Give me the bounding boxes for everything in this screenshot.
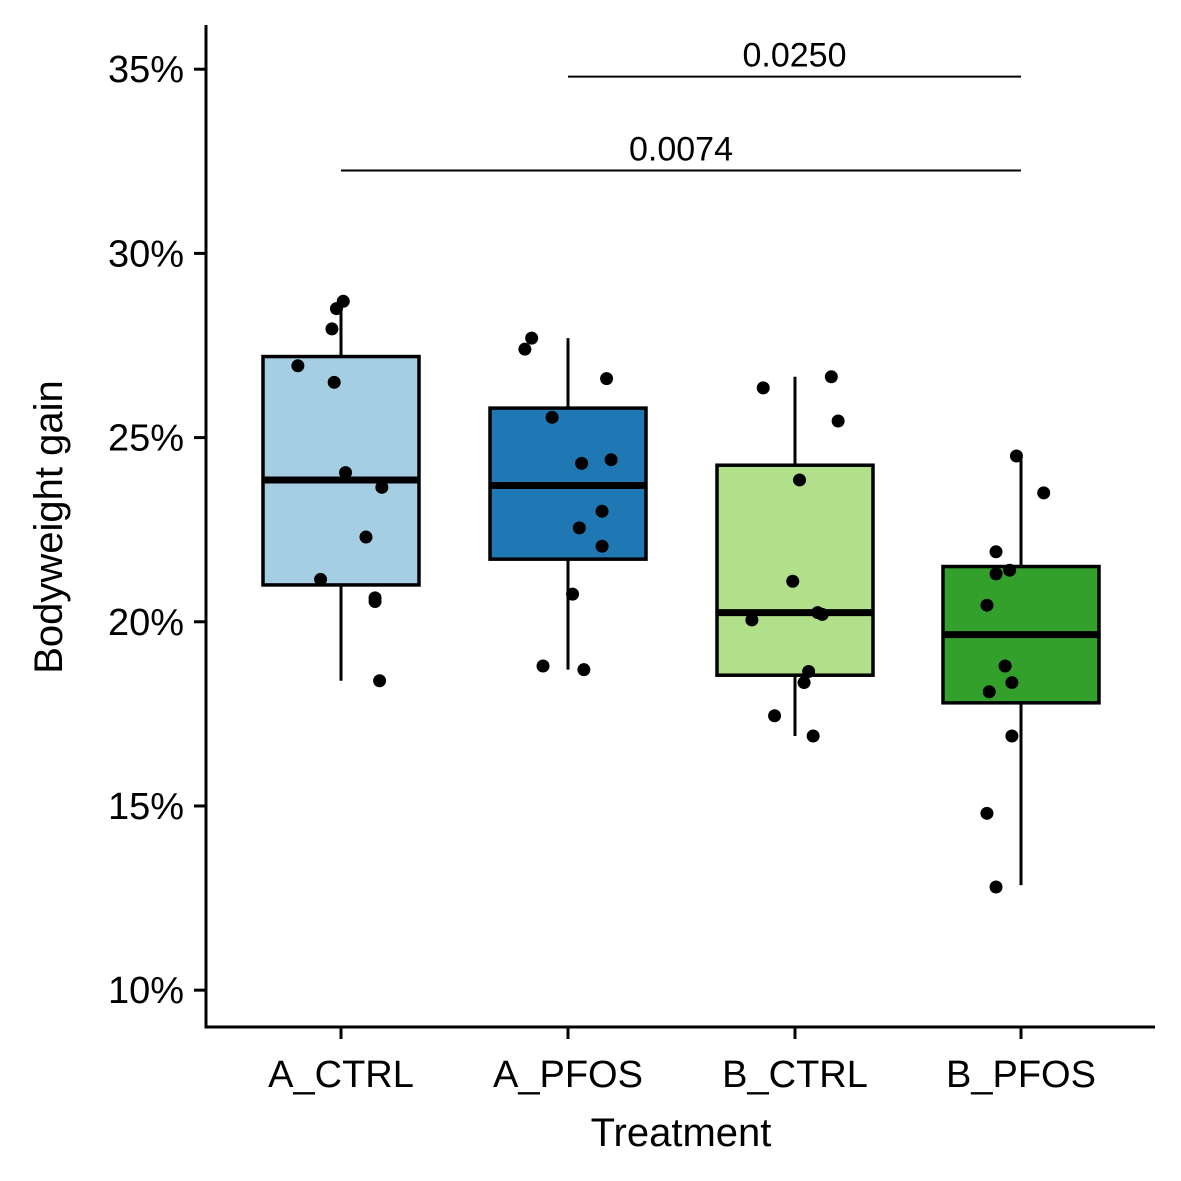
data-point [595, 504, 609, 518]
data-point [806, 729, 820, 743]
data-point [1037, 486, 1051, 500]
x-axis-title: Treatment [591, 1111, 772, 1155]
box-b-pfos [941, 456, 1101, 886]
box-iqr [715, 463, 875, 677]
data-point [518, 342, 532, 356]
x-tick-label: B_PFOS [946, 1054, 1096, 1096]
data-point [831, 414, 845, 428]
y-tick-label: 30% [108, 233, 184, 275]
data-point [786, 574, 800, 588]
box-a-ctrl [261, 301, 421, 681]
data-point [745, 613, 759, 627]
data-point [536, 659, 550, 673]
y-tick-label: 10% [108, 970, 184, 1012]
data-point [577, 663, 591, 677]
axes-layer [204, 25, 1155, 1029]
data-point [980, 598, 994, 612]
data-point [980, 806, 994, 820]
data-point [989, 545, 1003, 559]
p-value-label: 0.0074 [629, 131, 733, 169]
x-tick-label: A_PFOS [493, 1054, 643, 1096]
data-point [325, 322, 339, 336]
y-axis-title: Bodyweight gain [27, 380, 71, 674]
data-point [802, 665, 816, 679]
data-point [375, 480, 389, 494]
data-point [998, 659, 1012, 673]
box-b-ctrl [715, 376, 875, 736]
data-point [1003, 563, 1017, 577]
data-point [373, 674, 387, 688]
data-point [595, 539, 609, 553]
data-point [600, 372, 614, 386]
data-point [604, 453, 618, 467]
data-point [756, 381, 770, 395]
data-point [982, 685, 996, 699]
data-point [989, 880, 1003, 894]
data-point [545, 410, 559, 424]
box-a-pfos [488, 338, 648, 670]
boxes-layer [261, 301, 1101, 886]
data-point [1005, 729, 1019, 743]
data-point [1009, 449, 1023, 463]
data-point [359, 530, 373, 544]
data-point [793, 473, 807, 487]
data-point [566, 587, 580, 601]
data-point [824, 370, 838, 384]
data-point [989, 567, 1003, 581]
data-point [327, 375, 341, 389]
data-point [1005, 676, 1019, 690]
significance-layer: 0.0250 0.0074 [341, 37, 1021, 172]
p-value-label: 0.0250 [743, 37, 847, 75]
data-point [368, 595, 382, 609]
y-tick-label: 15% [108, 786, 184, 828]
data-point [339, 466, 353, 480]
data-point [768, 709, 782, 723]
y-tick-label: 25% [108, 418, 184, 460]
data-point [572, 521, 586, 535]
y-ticks: 10% 15% 20% 25% 30% 35% [108, 49, 206, 1012]
data-point [575, 456, 589, 470]
data-point [314, 572, 328, 586]
data-point [291, 359, 305, 373]
data-point [329, 302, 343, 316]
data-point [797, 676, 811, 690]
x-ticks: A_CTRL A_PFOS B_CTRL B_PFOS [268, 1027, 1096, 1096]
data-point [815, 607, 829, 621]
y-tick-label: 20% [108, 602, 184, 644]
x-tick-label: B_CTRL [722, 1054, 868, 1096]
points-layer [291, 294, 1051, 894]
y-tick-label: 35% [108, 49, 184, 91]
data-point [525, 331, 539, 345]
x-tick-label: A_CTRL [268, 1054, 414, 1096]
